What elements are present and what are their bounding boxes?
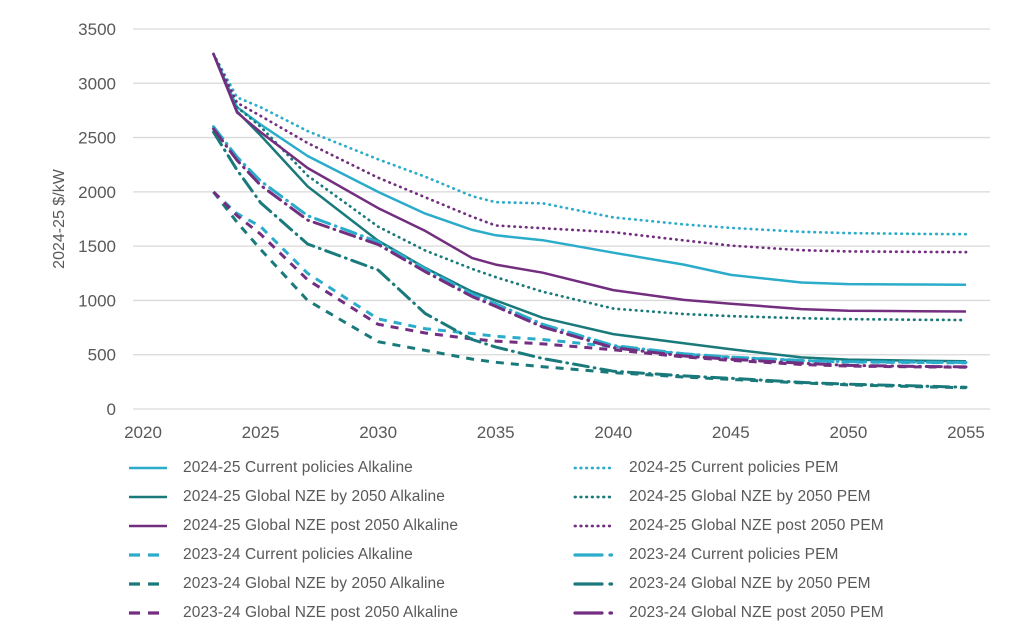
legend-swatch-dash-cyan [129,552,160,557]
series-line-post_pem_2425 [212,52,968,254]
legend-item-post_alk_2324: 2023-24 Global NZE post 2050 Alkaline [127,598,547,627]
legend-item-cp_pem_2324: 2023-24 Current policies PEM [573,540,993,569]
y-axis-title: 2024-25 $/kW [51,168,68,269]
legend-item-nze_pem_2324: 2023-24 Global NZE by 2050 PEM [573,569,993,598]
legend-swatch-dotted-teal [573,495,613,498]
y-tick-label: 3500 [78,20,116,39]
legend-item-nze_alk_2425: 2024-25 Global NZE by 2050 Alkaline [127,482,547,511]
series-line-nze_pem_2425 [212,52,968,322]
legend-label: 2023-24 Global NZE post 2050 PEM [629,603,884,621]
x-tick-label: 2020 [124,423,162,442]
legend-swatch-solid-cyan [129,466,167,469]
legend-swatch-dotted-cyan [573,466,613,469]
x-tick-label: 2035 [477,423,515,442]
legend-label: 2024-25 Current policies PEM [629,458,839,476]
series-line-cp_pem_2324 [212,125,968,364]
series-line-nze_alk_2324 [212,190,967,390]
legend-swatch-dashdot-cyan [573,552,615,557]
legend-label: 2023-24 Global NZE by 2050 Alkaline [183,574,445,592]
x-tick-label: 2025 [242,423,280,442]
legend-swatch-dash-teal [129,581,160,586]
legend-label: 2023-24 Global NZE by 2050 PEM [629,574,871,592]
series-line-post_alk_2425 [212,53,967,313]
series-line-cp_alk_2324 [212,190,967,365]
legend-swatch-solid-teal [129,495,167,498]
y-tick-label: 0 [107,400,116,419]
x-tick-label: 2050 [830,423,868,442]
legend-item-post_alk_2425: 2024-25 Global NZE post 2050 Alkaline [127,511,547,540]
series-line-nze_alk_2425 [212,53,967,363]
legend-item-cp_alk_2425: 2024-25 Current policies Alkaline [127,453,547,482]
y-tick-label: 1500 [78,237,116,256]
legend-swatch-dotted-purple [573,524,613,527]
x-tick-label: 2045 [712,423,750,442]
series-line-nze_pem_2324 [212,130,968,389]
series-line-cp_alk_2425 [212,53,967,286]
series-line-cp_pem_2425 [212,52,968,236]
legend-item-cp_alk_2324: 2023-24 Current policies Alkaline [127,540,547,569]
y-tick-label: 500 [88,346,116,365]
y-tick-label: 2500 [78,129,116,148]
legend-column-alkaline: 2024-25 Current policies Alkaline 2024-25… [127,453,547,627]
legend-item-nze_pem_2425: 2024-25 Global NZE by 2050 PEM [573,482,993,511]
x-tick-label: 2030 [359,423,397,442]
chart-legend: 2024-25 Current policies Alkaline 2024-25… [0,453,1024,633]
legend-label: 2023-24 Current policies Alkaline [183,545,413,563]
legend-item-post_pem_2324: 2023-24 Global NZE post 2050 PEM [573,598,993,627]
legend-label: 2024-25 Global NZE post 2050 PEM [629,516,884,534]
line-chart-canvas: 0 500 1000 1500 2000 2500 3000 3500 2020 2025 2030… [51,20,990,442]
y-tick-label: 3000 [78,74,116,93]
legend-label: 2024-25 Global NZE by 2050 PEM [629,487,871,505]
legend-item-cp_pem_2425: 2024-25 Current policies PEM [573,453,993,482]
legend-label: 2023-24 Current policies PEM [629,545,839,563]
legend-swatch-dashdot-teal [573,581,615,586]
legend-swatch-dash-purple [129,610,160,615]
legend-column-pem: 2024-25 Current policies PEM 2024-25 Glob… [573,453,993,627]
y-tick-label: 2000 [78,183,116,202]
legend-swatch-dashdot-purple [573,610,615,615]
legend-label: 2023-24 Global NZE post 2050 Alkaline [183,603,459,621]
x-tick-label: 2055 [947,423,985,442]
legend-item-nze_alk_2324: 2023-24 Global NZE by 2050 Alkaline [127,569,547,598]
legend-label: 2024-25 Global NZE post 2050 Alkaline [183,516,459,534]
series-line-post_pem_2324 [212,127,968,369]
legend-swatch-solid-purple [129,524,167,527]
legend-label: 2024-25 Global NZE by 2050 Alkaline [183,487,445,505]
y-tick-label: 1000 [78,291,116,310]
legend-item-post_pem_2425: 2024-25 Global NZE post 2050 PEM [573,511,993,540]
legend-label: 2024-25 Current policies Alkaline [183,458,413,476]
x-tick-label: 2040 [594,423,632,442]
